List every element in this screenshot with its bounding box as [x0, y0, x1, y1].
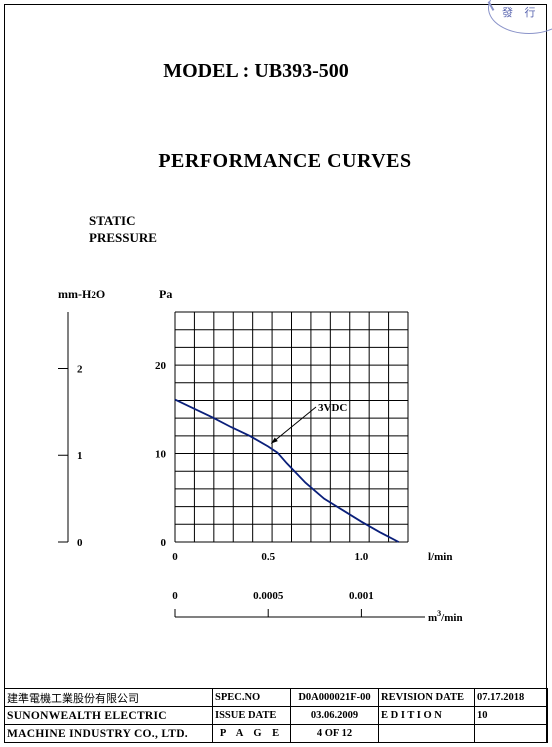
y-tick-label-mm: 0 — [77, 537, 83, 549]
issue-date-value: 03.06.2009 — [290, 706, 379, 725]
section-title: PERFORMANCE CURVES — [158, 150, 412, 172]
y-unit-pa: Pa — [159, 287, 173, 301]
chart-axes — [58, 312, 425, 618]
x-tick-label: 0.5 — [261, 551, 275, 563]
chart-annotation: 3VDC — [270, 402, 347, 444]
company-name-en-1: SUNONWEALTH ELECTRIC — [4, 706, 213, 725]
company-name-en-2: MACHINE INDUSTRY CO., LTD. — [4, 724, 213, 743]
chart-labels: 0 10 20 0 0.5 1.0 l/min 0 0.0005 0.001 m3/min 0 1 2 — [77, 360, 463, 624]
y-tick-label-pa: 0 — [161, 537, 167, 549]
empty-cell-1 — [378, 724, 475, 743]
revision-date-value: 07.17.2018 — [474, 688, 548, 707]
annotation-label: 3VDC — [318, 402, 347, 414]
page-value: 4 OF 12 — [290, 724, 379, 743]
chart-grid — [174, 311, 409, 543]
chart-series — [174, 398, 400, 543]
y-unit-mmh2o: mm-H2O — [58, 287, 106, 301]
x2-tick-label: 0.001 — [349, 590, 374, 602]
edition-label: E D I T I O N — [378, 706, 475, 725]
y-tick-label-pa: 20 — [155, 360, 167, 372]
page-frame — [4, 4, 547, 743]
model-title: MODEL : UB393-500 — [163, 60, 349, 82]
footer-table: 建準電機工業股份有限公司 SPEC.NO D0A000021F-00 REVIS… — [4, 688, 548, 743]
company-name-cn: 建準電機工業股份有限公司 — [4, 688, 213, 707]
y-tick-label-mm: 1 — [77, 450, 83, 462]
spec-no-label: SPEC.NO — [212, 688, 291, 707]
x2-tick-label: 0 — [172, 590, 178, 602]
stamp-text: 發 行 — [502, 6, 540, 19]
x2-tick-label: 0.0005 — [253, 590, 284, 602]
edition-value: 10 — [474, 706, 548, 725]
annotation-leader — [270, 406, 317, 444]
series-line-3vdc — [174, 398, 400, 543]
x-axis-label: l/min — [428, 551, 452, 563]
spec-no-value: D0A000021F-00 — [290, 688, 379, 707]
y-axis-title-line2: PRESSURE — [89, 230, 157, 245]
y-tick-label-mm: 2 — [77, 363, 83, 375]
y-tick-label-pa: 10 — [155, 449, 167, 461]
x-tick-label: 1.0 — [355, 551, 369, 563]
x2-axis-label: m3/min — [428, 609, 463, 624]
empty-cell-2 — [474, 724, 548, 743]
page-label: P A G E — [212, 724, 291, 743]
performance-chart: 0 10 20 0 0.5 1.0 l/min 0 0.0005 0.001 m3/min 0 1 2 3… — [58, 311, 463, 624]
issue-date-label: ISSUE DATE — [212, 706, 291, 725]
revision-date-label: REVISION DATE — [378, 688, 475, 707]
x-tick-label: 0 — [172, 551, 178, 563]
y-axis-title-line1: STATIC — [89, 213, 136, 228]
annotation-arrowhead — [271, 437, 278, 444]
